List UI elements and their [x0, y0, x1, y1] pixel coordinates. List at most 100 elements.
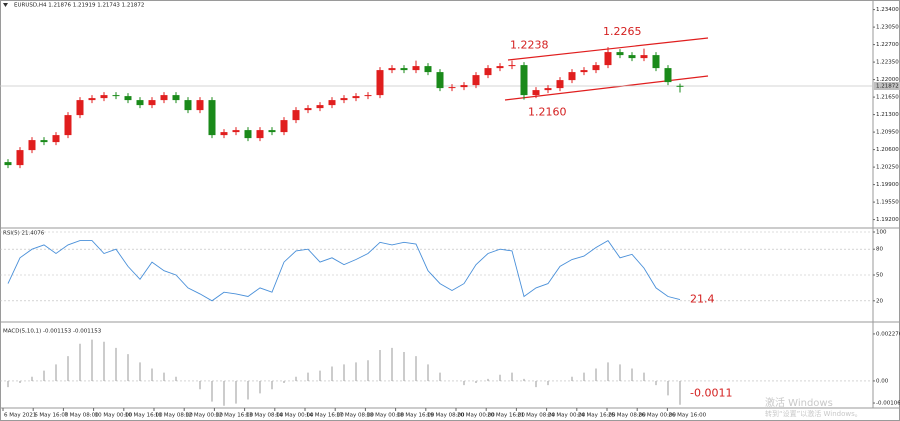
x-tick-label: 18 May 16:00 [397, 413, 435, 419]
candle-body [364, 95, 372, 97]
x-tick-label: 21 May 08:00 [517, 413, 555, 419]
x-tick-label: 14 May 16:00 [306, 413, 344, 419]
candle-body [184, 100, 192, 111]
x-tick-label: 24 May 16:00 [578, 413, 616, 419]
x-tick-label: 11 May 08:00 [155, 413, 193, 419]
y-tick-label: -0.001069 [876, 401, 900, 407]
candle-body [76, 100, 84, 116]
x-tick-label: 24 May 00:00 [548, 413, 586, 419]
candle-body [40, 140, 48, 143]
candle-body [100, 95, 108, 99]
y-tick-label: 80 [876, 247, 883, 253]
x-tick-label: 6 May 16:00 [34, 413, 69, 419]
y-tick-label: 100 [876, 230, 887, 236]
candle-body [256, 130, 264, 139]
x-tick-label: 18 May 00:00 [366, 413, 404, 419]
y-tick-label: 1.23400 [876, 7, 899, 13]
y-tick-label: 1.23050 [876, 25, 899, 31]
y-tick-label: 1.20600 [876, 147, 899, 153]
candle-body [208, 100, 216, 136]
x-tick-label: 13 May 08:00 [246, 413, 284, 419]
candle-body [652, 55, 660, 69]
candle-body [4, 162, 12, 166]
candle-body [136, 100, 144, 106]
y-tick-label: 1.21300 [876, 112, 899, 118]
candle-body [196, 100, 204, 111]
candle-body [124, 96, 132, 101]
y-tick-label: 1.22000 [876, 77, 899, 83]
candle-body [544, 88, 552, 91]
y-tick-label: 1.19550 [876, 200, 899, 206]
candle-body [220, 132, 228, 136]
y-tick-label: 1.22700 [876, 42, 899, 48]
candle-body [316, 105, 324, 109]
candle-body [484, 68, 492, 76]
macd-title: MACD(5,10,1) -0.001153 -0.001153 [3, 329, 102, 335]
x-tick-label: 12 May 00:00 [185, 413, 223, 419]
candle-body [568, 72, 576, 81]
current-price-box [874, 82, 900, 90]
candle-body [448, 87, 456, 89]
candle-body [304, 108, 312, 111]
candle-body [328, 100, 336, 106]
candle-body [412, 66, 420, 71]
candle-body [400, 68, 408, 71]
annotation: -0.0011 [690, 387, 732, 400]
candle-body [532, 90, 540, 96]
candle-body [616, 52, 624, 56]
current-price-label: 1.21872 [876, 84, 899, 90]
candle-body [580, 70, 588, 73]
x-tick-label: 10 May 16:00 [125, 413, 163, 419]
x-tick-label: 20 May 00:00 [457, 413, 495, 419]
menu-icon [3, 3, 8, 7]
candle-body [292, 110, 300, 121]
candle-body [556, 80, 564, 89]
candle-body [664, 68, 672, 83]
candle-body [160, 95, 168, 101]
candle-body [16, 150, 24, 166]
annotation: 1.2265 [603, 25, 642, 38]
y-tick-label: 1.19200 [876, 217, 899, 223]
candle-body [496, 66, 504, 69]
candle-body [112, 95, 120, 97]
candle-body [424, 66, 432, 73]
candle-body [472, 75, 480, 86]
candle-body [676, 85, 684, 87]
x-tick-label: 17 May 08:00 [336, 413, 374, 419]
rsi-line [7, 240, 681, 302]
y-tick-label: 1.22350 [876, 60, 899, 66]
candle-body [268, 130, 276, 133]
candle-body [352, 96, 360, 99]
x-tick-label: 14 May 00:00 [276, 413, 314, 419]
y-tick-label: 50 [876, 273, 883, 279]
y-tick-label: 1.19900 [876, 182, 899, 188]
x-tick-label: 20 May 16:00 [487, 413, 525, 419]
annotation: 1.2238 [510, 39, 549, 52]
candle-body [460, 85, 468, 88]
x-tick-label: 10 May 00:00 [95, 413, 133, 419]
candle-body [280, 120, 288, 133]
candle-body [376, 70, 384, 96]
candle-body [520, 65, 528, 96]
watermark: 转到“设置”以激活 Windows。 [765, 409, 862, 418]
candle-body [592, 65, 600, 71]
candle-body [52, 135, 60, 143]
candle-body [640, 55, 648, 59]
main-title: EURUSD,H4 1.21876 1.21919 1.21743 1.2187… [14, 3, 144, 9]
y-tick-label: 0.00 [876, 378, 889, 384]
y-tick-label: 0.002276 [876, 331, 900, 337]
x-tick-label: 7 May 08:00 [64, 413, 99, 419]
annotation: 21.4 [690, 293, 715, 306]
y-tick-label: 20 [876, 298, 883, 304]
y-tick-label: 1.20250 [876, 165, 899, 171]
x-tick-label: 25 May 08:00 [608, 413, 646, 419]
y-tick-label: 1.21650 [876, 95, 899, 101]
candle-body [232, 130, 240, 133]
rsi-title: RSI(5) 21.4076 [3, 231, 45, 237]
channel-line [504, 75, 709, 101]
candle-body [340, 98, 348, 101]
candle-body [388, 68, 396, 71]
candle-body [244, 130, 252, 139]
y-tick-label: 1.20950 [876, 130, 899, 136]
